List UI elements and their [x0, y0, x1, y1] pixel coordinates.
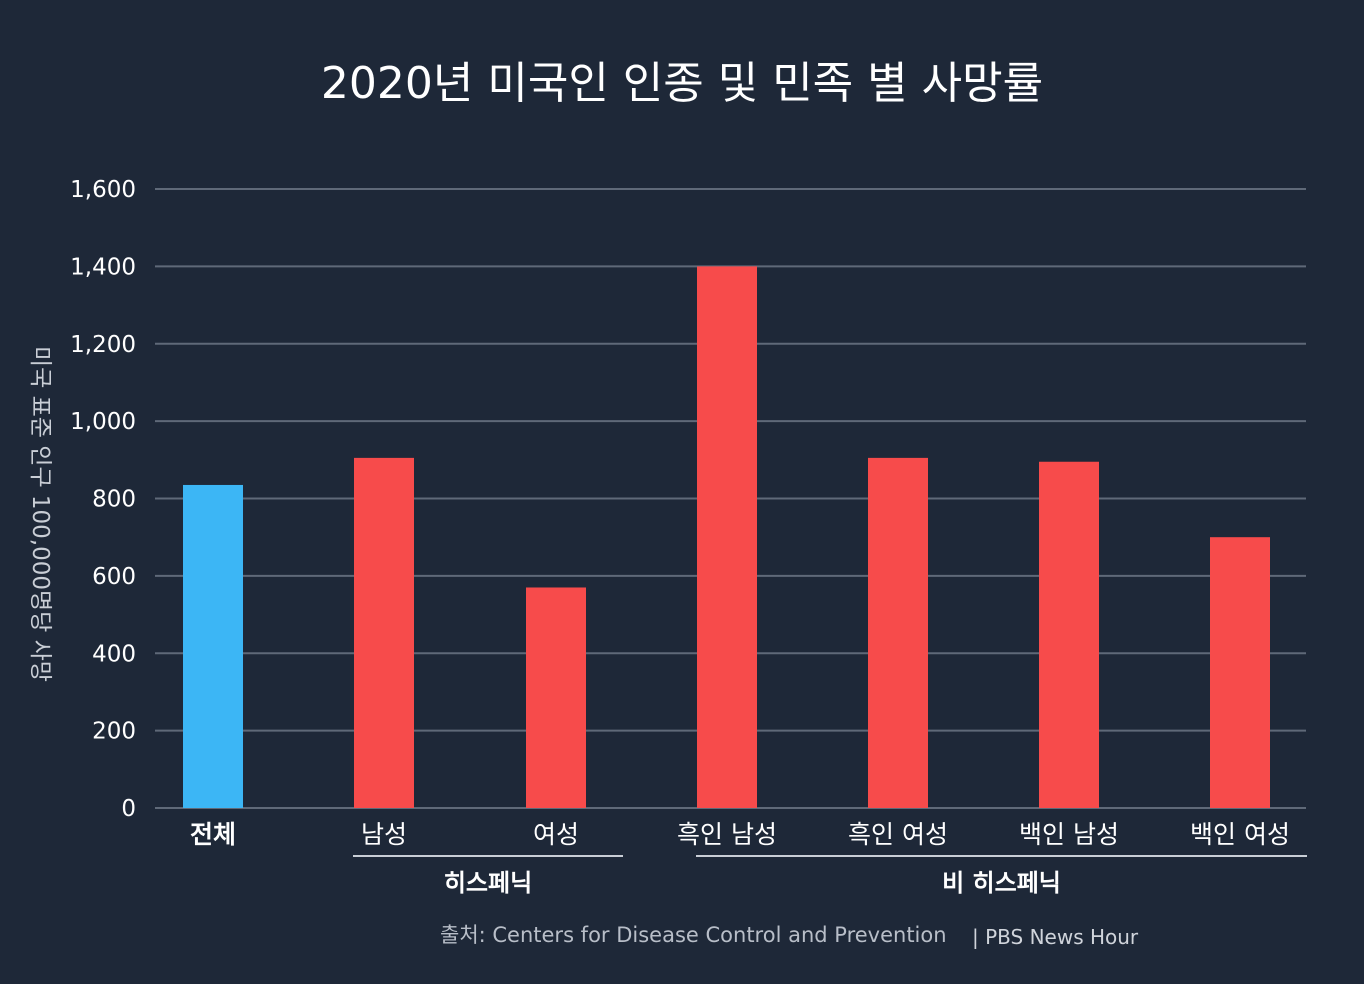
- source-credit: 출처: Centers for Disease Control and Prev…: [440, 923, 947, 947]
- y-tick-label: 600: [92, 564, 136, 590]
- y-tick-label: 1,200: [70, 332, 136, 358]
- x-category-label: 남성: [361, 820, 407, 849]
- y-tick-label: 0: [121, 796, 136, 822]
- x-category-label: 백인 남성: [1019, 820, 1119, 849]
- category-groups: 히스페닉 비 히스페닉: [353, 855, 1307, 897]
- x-category-label: 흑인 남성: [677, 820, 777, 849]
- y-axis-label: 미국 표준 인구 100,000명당 사망: [27, 346, 53, 682]
- x-category-label: 흑인 여성: [848, 820, 948, 849]
- group-label: 히스페닉: [444, 869, 532, 897]
- y-axis-ticks: 0 200 400 600 800 1,000 1,200 1,400 1,600: [70, 177, 136, 822]
- group-label: 비 히스페닉: [942, 869, 1061, 897]
- y-tick-label: 800: [92, 487, 136, 513]
- y-tick-label: 400: [92, 641, 136, 667]
- x-category-label: 전체: [190, 820, 236, 849]
- x-category-label: 여성: [533, 820, 579, 849]
- bar-3: [526, 587, 586, 808]
- bar-7: [1210, 537, 1270, 808]
- bar-2: [354, 457, 414, 808]
- y-tick-label: 1,000: [70, 409, 136, 435]
- y-tick-label: 1,600: [70, 177, 136, 203]
- brand-credit: | PBS News Hour: [972, 925, 1139, 949]
- y-tick-label: 1,400: [70, 254, 136, 280]
- y-tick-label: 200: [92, 719, 136, 745]
- x-category-label: 백인 여성: [1190, 820, 1290, 849]
- bar-6: [1039, 461, 1099, 808]
- bar-1: [183, 484, 243, 808]
- x-axis-categories: 전체 남성 여성 흑인 남성 흑인 여성 백인 남성 백인 여성: [190, 820, 1290, 849]
- chart-title: 2020년 미국인 인종 및 민족 별 사망률: [321, 58, 1043, 109]
- bar-5: [868, 457, 928, 808]
- bar-4: [697, 266, 757, 808]
- bars: [183, 266, 1270, 808]
